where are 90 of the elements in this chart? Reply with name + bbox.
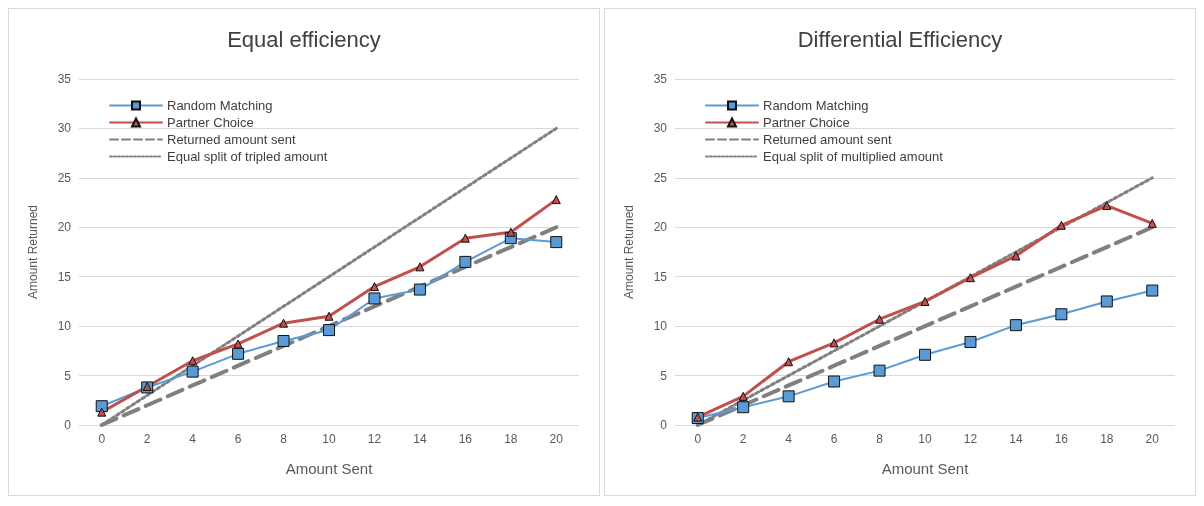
chart-title: Equal efficiency [227, 26, 381, 52]
point [550, 236, 563, 249]
point [369, 282, 379, 292]
point [737, 401, 750, 414]
point [277, 334, 290, 347]
point [828, 375, 841, 388]
point [232, 347, 245, 360]
x-tick-label: 8 [280, 432, 288, 446]
point [1100, 295, 1113, 308]
x-tick-label: 4 [785, 432, 793, 446]
y-tick-label: 15 [653, 269, 668, 284]
x-tick-label: 16 [458, 432, 473, 446]
x-tick-label: 14 [413, 432, 427, 446]
point [1055, 308, 1068, 321]
y-tick-label: 30 [653, 121, 668, 136]
legend-label: Returned amount sent [763, 132, 893, 147]
point [1102, 201, 1112, 211]
point [324, 311, 334, 321]
point [233, 339, 243, 349]
y-tick-label: 35 [653, 72, 668, 86]
point [188, 356, 198, 366]
x-axis-title: Amount Sent [285, 460, 374, 477]
legend-label: Random Matching [763, 98, 869, 113]
x-tick-label: 10 [918, 432, 932, 446]
x-tick-label: 0 [694, 432, 702, 446]
x-tick-label: 16 [1054, 432, 1069, 446]
point [1056, 220, 1066, 230]
x-tick-label: 8 [876, 432, 884, 446]
x-tick-label: 18 [1100, 432, 1114, 446]
point [368, 292, 381, 305]
point [506, 227, 516, 237]
x-tick-label: 6 [830, 432, 838, 446]
x-tick-label: 4 [189, 432, 197, 446]
x-tick-label: 18 [504, 432, 518, 446]
point [784, 357, 794, 367]
point [323, 324, 335, 337]
x-tick-label: 20 [549, 432, 564, 446]
legend-label: Partner Choice [167, 115, 254, 130]
point [920, 296, 930, 306]
x-tick-label: 12 [367, 432, 382, 446]
point [97, 407, 107, 417]
point [965, 273, 975, 283]
y-axis-title: Amount Returned [622, 204, 636, 300]
y-tick-label: 5 [64, 368, 72, 383]
legend-label: Equal split of multiplied amount [763, 149, 944, 164]
y-tick-label: 5 [660, 368, 668, 383]
y-axis-title: Amount Returned [26, 204, 40, 300]
point [415, 262, 425, 272]
y-tick-label: 0 [660, 418, 668, 432]
x-tick-label: 20 [1145, 432, 1160, 446]
point [964, 335, 977, 348]
point [919, 348, 931, 361]
x-tick-label: 2 [739, 432, 747, 446]
chart-title: Differential Efficiency [797, 26, 1003, 52]
y-tick-label: 35 [57, 72, 72, 86]
y-tick-label: 10 [57, 319, 72, 334]
y-tick-label: 0 [64, 418, 72, 432]
point [551, 195, 561, 205]
y-tick-label: 25 [57, 170, 72, 185]
point [738, 391, 748, 401]
y-tick-label: 30 [57, 121, 72, 136]
point [186, 365, 199, 378]
legend-label: Returned amount sent [167, 132, 297, 147]
point [1009, 319, 1022, 332]
legend-label: Equal split of tripled amount [167, 149, 328, 164]
legend-label: Random Matching [167, 98, 273, 113]
y-tick-label: 20 [57, 220, 72, 235]
point [875, 314, 885, 324]
y-tick-label: 10 [653, 319, 668, 334]
point [1146, 284, 1159, 297]
point [873, 364, 886, 377]
point [459, 255, 472, 268]
point [1011, 251, 1021, 261]
x-tick-label: 0 [98, 432, 106, 446]
x-tick-label: 12 [963, 432, 978, 446]
x-tick-label: 2 [143, 432, 151, 446]
x-tick-label: 14 [1009, 432, 1023, 446]
point [782, 390, 795, 403]
y-tick-label: 20 [653, 220, 668, 235]
point [460, 233, 470, 243]
point [829, 338, 839, 348]
x-tick-label: 10 [322, 432, 336, 446]
x-axis-title: Amount Sent [881, 460, 970, 477]
point [413, 283, 426, 296]
point [1147, 218, 1157, 228]
legend-label: Partner Choice [763, 115, 850, 130]
y-tick-label: 15 [57, 269, 72, 284]
y-tick-label: 25 [653, 170, 668, 185]
x-tick-label: 6 [234, 432, 242, 446]
point [279, 318, 289, 328]
